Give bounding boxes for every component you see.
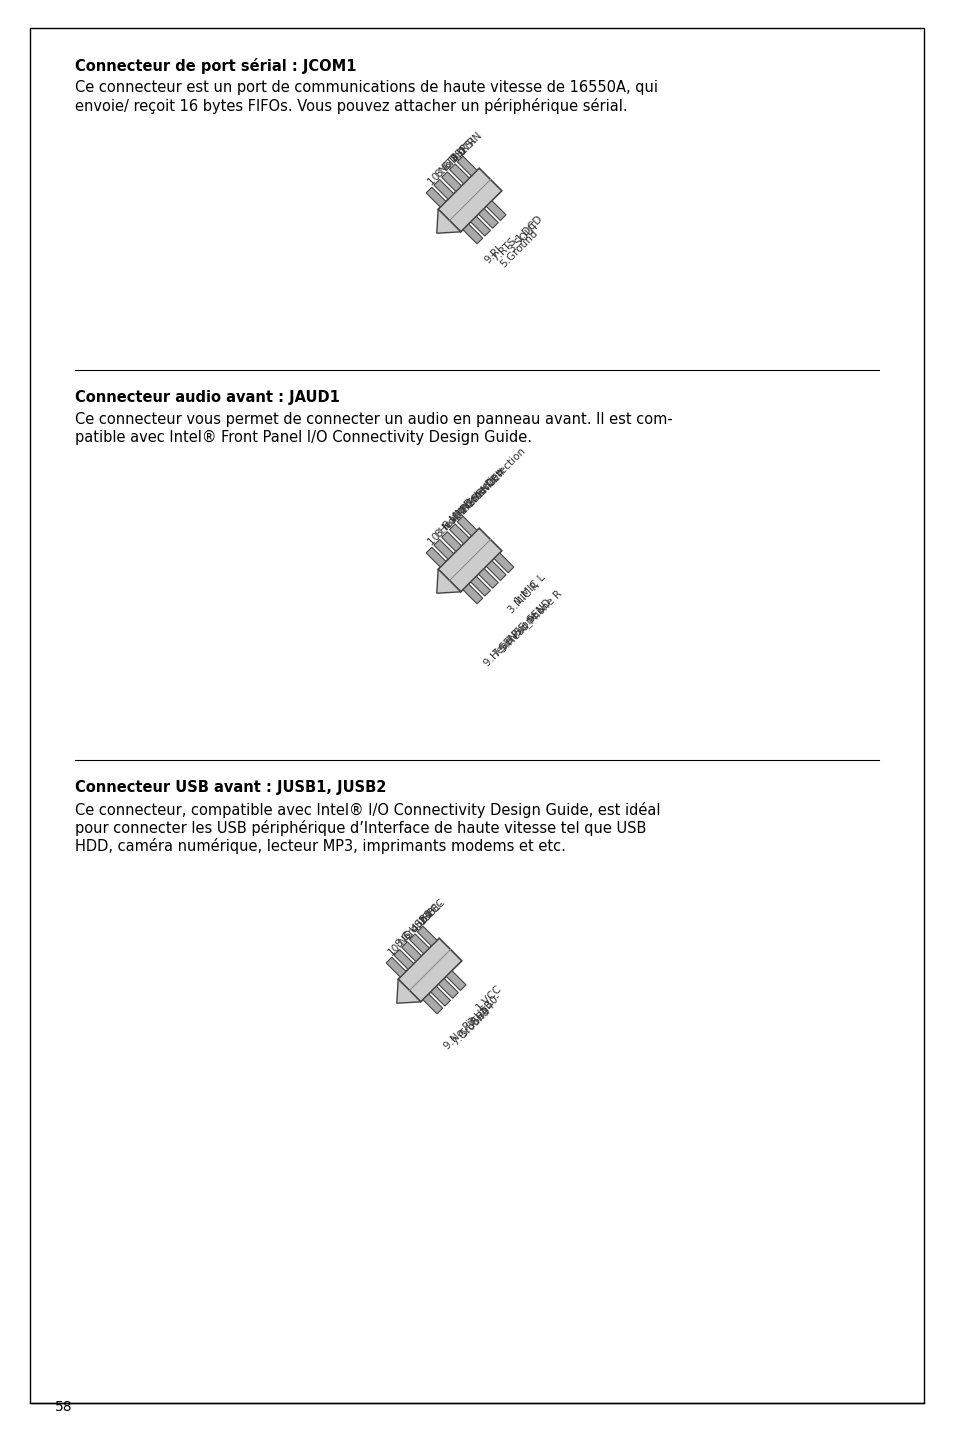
Text: 6.Mic Detection: 6.Mic Detection <box>441 467 506 532</box>
Text: 1.MIC L: 1.MIC L <box>514 572 547 607</box>
Polygon shape <box>386 957 406 977</box>
Polygon shape <box>456 156 476 176</box>
Polygon shape <box>478 568 497 588</box>
Polygon shape <box>434 539 454 560</box>
Polygon shape <box>441 172 461 192</box>
Text: 5.Head Phone R: 5.Head Phone R <box>497 588 563 654</box>
Text: patible avec Intel® Front Panel I/O Connectivity Design Guide.: patible avec Intel® Front Panel I/O Conn… <box>75 429 532 445</box>
Text: Connecteur USB avant : JUSB1, JUSB2: Connecteur USB avant : JUSB1, JUSB2 <box>75 780 386 796</box>
Text: 4.USB1-: 4.USB1- <box>409 897 446 934</box>
Polygon shape <box>437 528 501 592</box>
Text: 7.RTS: 7.RTS <box>490 236 517 263</box>
Text: Ce connecteur, compatible avec Intel® I/O Connectivity Design Guide, est idéal: Ce connecteur, compatible avec Intel® I/… <box>75 801 659 819</box>
Text: 58: 58 <box>55 1400 72 1414</box>
Text: 2.Ground: 2.Ground <box>456 475 498 517</box>
Polygon shape <box>436 570 460 594</box>
Polygon shape <box>470 577 490 597</box>
Text: Connecteur audio avant : JAUD1: Connecteur audio avant : JAUD1 <box>75 391 339 405</box>
Polygon shape <box>478 209 497 229</box>
Text: 9.No Pin: 9.No Pin <box>442 1013 479 1052</box>
Text: 3.USB0-: 3.USB0- <box>466 990 502 1027</box>
Text: 10.Head Phone Detection: 10.Head Phone Detection <box>426 446 527 547</box>
Polygon shape <box>426 547 445 567</box>
Text: 3.MIC R: 3.MIC R <box>505 581 540 615</box>
Polygon shape <box>441 532 461 551</box>
Text: 2.SIN: 2.SIN <box>456 130 483 156</box>
Polygon shape <box>437 169 501 232</box>
Text: 7.Ground: 7.Ground <box>450 1006 492 1047</box>
Polygon shape <box>456 517 476 537</box>
Polygon shape <box>426 187 445 207</box>
Polygon shape <box>438 979 457 999</box>
Polygon shape <box>446 970 466 990</box>
Text: 8.CTS: 8.CTS <box>434 152 462 179</box>
Polygon shape <box>430 986 450 1006</box>
Text: 1.DCD: 1.DCD <box>514 213 544 243</box>
Polygon shape <box>486 561 505 581</box>
Text: 6.USB1+: 6.USB1+ <box>401 902 441 942</box>
Polygon shape <box>416 926 436 946</box>
Text: 1.VCC: 1.VCC <box>474 983 503 1012</box>
Text: 10.No Pin: 10.No Pin <box>426 145 468 187</box>
Text: HDD, caméra numérique, lecteur MP3, imprimants modems et etc.: HDD, caméra numérique, lecteur MP3, impr… <box>75 839 565 854</box>
Text: 2.VCC: 2.VCC <box>416 897 446 926</box>
Polygon shape <box>494 552 514 572</box>
Polygon shape <box>449 524 469 544</box>
Polygon shape <box>409 934 429 953</box>
Polygon shape <box>394 950 414 969</box>
Text: 6.DSR: 6.DSR <box>441 142 471 172</box>
Polygon shape <box>434 179 454 199</box>
Text: 8.No Pin: 8.No Pin <box>434 502 471 539</box>
Text: 10.NC: 10.NC <box>386 927 416 957</box>
Text: 7.SENSE_SEND: 7.SENSE_SEND <box>490 597 553 660</box>
Text: 4.DTR: 4.DTR <box>449 135 478 165</box>
Polygon shape <box>436 209 460 233</box>
Text: Connecteur de port sérial : JCOM1: Connecteur de port sérial : JCOM1 <box>75 59 356 74</box>
Polygon shape <box>486 200 505 220</box>
Text: 8.Ground: 8.Ground <box>394 909 435 950</box>
Polygon shape <box>397 939 461 1002</box>
Text: 5.Ground: 5.Ground <box>497 229 539 269</box>
Text: 9.Head Phone L: 9.Head Phone L <box>482 604 547 668</box>
Text: 5.USB0+: 5.USB0+ <box>457 999 497 1037</box>
Text: 3.SOUT: 3.SOUT <box>505 220 540 255</box>
Text: pour connecter les USB périphérique d’Interface de haute vitesse tel que USB: pour connecter les USB périphérique d’In… <box>75 820 646 836</box>
Polygon shape <box>470 216 490 236</box>
Text: 9.RI: 9.RI <box>482 243 503 265</box>
Polygon shape <box>462 225 482 243</box>
Text: Ce connecteur est un port de communications de haute vitesse de 16550A, qui: Ce connecteur est un port de communicati… <box>75 80 658 94</box>
Polygon shape <box>449 165 469 183</box>
Polygon shape <box>396 979 420 1003</box>
Polygon shape <box>422 995 442 1013</box>
Text: envoie/ reçoit 16 bytes FIFOs. Vous pouvez attacher un périphérique sérial.: envoie/ reçoit 16 bytes FIFOs. Vous pouv… <box>75 97 627 114</box>
Text: Ce connecteur vous permet de connecter un audio en panneau avant. Il est com-: Ce connecteur vous permet de connecter u… <box>75 412 672 426</box>
Polygon shape <box>401 942 421 962</box>
Text: 4.PRESENCE#: 4.PRESENCE# <box>449 465 508 524</box>
Polygon shape <box>462 584 482 604</box>
